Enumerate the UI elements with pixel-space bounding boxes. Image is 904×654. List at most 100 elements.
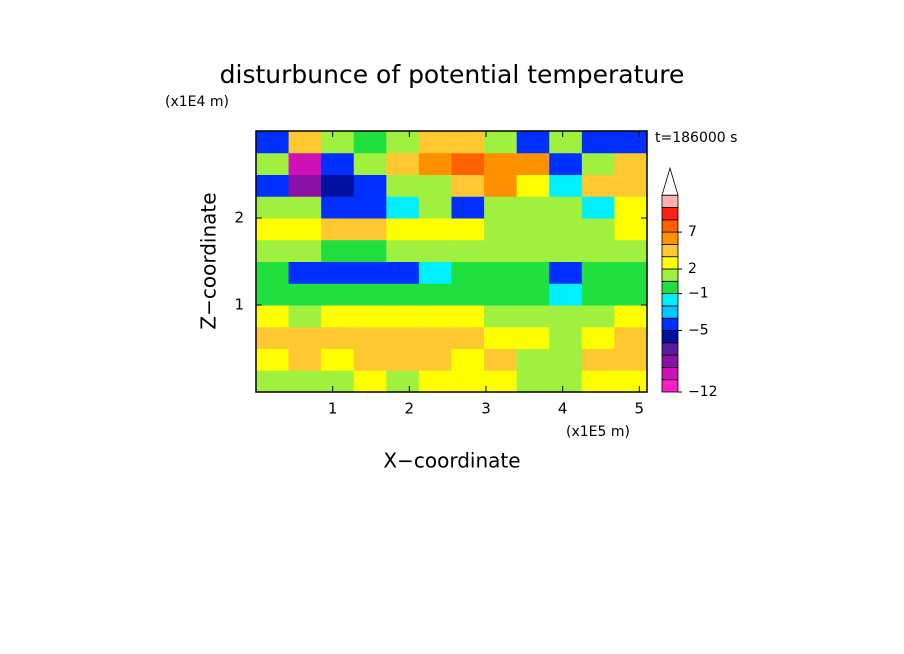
field-cell [549,196,583,219]
field-cell [484,239,518,262]
field-cell [614,131,648,154]
field-cell [549,152,583,175]
field-cell [516,174,550,197]
field-cell [418,239,452,262]
colorbar-extension [661,166,679,196]
field-cell [581,218,615,241]
field-cell [614,305,648,328]
field-cell [484,196,518,219]
field-cell [418,174,452,197]
time-annotation: t=186000 s [655,130,737,146]
colorbar-box [661,293,679,307]
field-cell [581,196,615,219]
field-cell [386,196,420,219]
colorbar-label: −1 [688,286,709,302]
field-cell [516,370,550,393]
field-cell [516,305,550,328]
field-cell [484,305,518,328]
field-cell [451,131,485,154]
field-cell [484,370,518,393]
chart-title: disturbunce of potential temperature [220,60,685,89]
field-cell [288,348,322,371]
field-cell [288,152,322,175]
field-cell [581,305,615,328]
field-cell [549,305,583,328]
field-cell [288,174,322,197]
field-cell [353,174,387,197]
field-cell [321,174,355,197]
field-cell [321,239,355,262]
colorbar-box [661,207,679,221]
x-unit: (x1E5 m) [566,424,630,440]
colorbar-box [661,280,679,294]
field-cell [614,326,648,349]
field-cell [386,131,420,154]
colorbar-box [661,379,679,393]
field-cell [353,239,387,262]
field-cell [321,370,355,393]
field-cell [484,152,518,175]
field-cell [516,239,550,262]
field-cell [516,261,550,284]
field-cell [321,305,355,328]
field-cell [321,326,355,349]
field-cell [256,131,290,154]
x-tick-label: 5 [635,400,645,418]
field-cell [256,174,290,197]
field-cell [581,326,615,349]
field-cell [288,261,322,284]
field-cell [451,261,485,284]
y-tick-label: 2 [234,209,244,227]
colorbar-box [661,366,679,381]
field-cell [321,348,355,371]
field-cell [581,348,615,371]
field-cell [549,326,583,349]
field-cell [386,261,420,284]
field-cell [581,152,615,175]
field-cell [418,131,452,154]
field-cell [516,283,550,306]
field-cell [516,326,550,349]
field-cell [418,218,452,241]
field-cell [256,326,290,349]
y-tick-label: 1 [234,296,244,314]
field-cell [451,174,485,197]
x-tick-label: 4 [558,400,568,418]
field-cell [451,348,485,371]
field-cell [353,261,387,284]
field-cell [484,348,518,371]
colorbar-box [661,231,679,245]
field-cell [451,370,485,393]
field-cell [516,152,550,175]
field-cell [418,261,452,284]
field-cell [418,283,452,306]
colorbar-box [661,219,679,233]
x-tick-label: 1 [328,400,338,418]
colorbar-box [661,342,679,356]
y-axis-label: Z−coordinate [197,192,221,329]
field-cell [451,305,485,328]
colorbar-box [661,243,679,258]
colorbar-box [661,256,679,270]
field-cell [549,370,583,393]
field-cell [581,261,615,284]
field-cell [418,348,452,371]
field-cell [353,218,387,241]
field-cell [549,239,583,262]
field-cell [256,196,290,219]
field-cell [581,283,615,306]
field-cell [581,370,615,393]
field-cell [386,152,420,175]
contour-field [256,131,648,393]
field-cell [288,239,322,262]
field-cell [614,218,648,241]
field-cell [418,305,452,328]
field-cell [418,152,452,175]
field-cell [288,196,322,219]
field-cell [549,218,583,241]
field-cell [516,218,550,241]
field-cell [516,131,550,154]
field-cell [353,131,387,154]
field-cell [256,152,290,175]
